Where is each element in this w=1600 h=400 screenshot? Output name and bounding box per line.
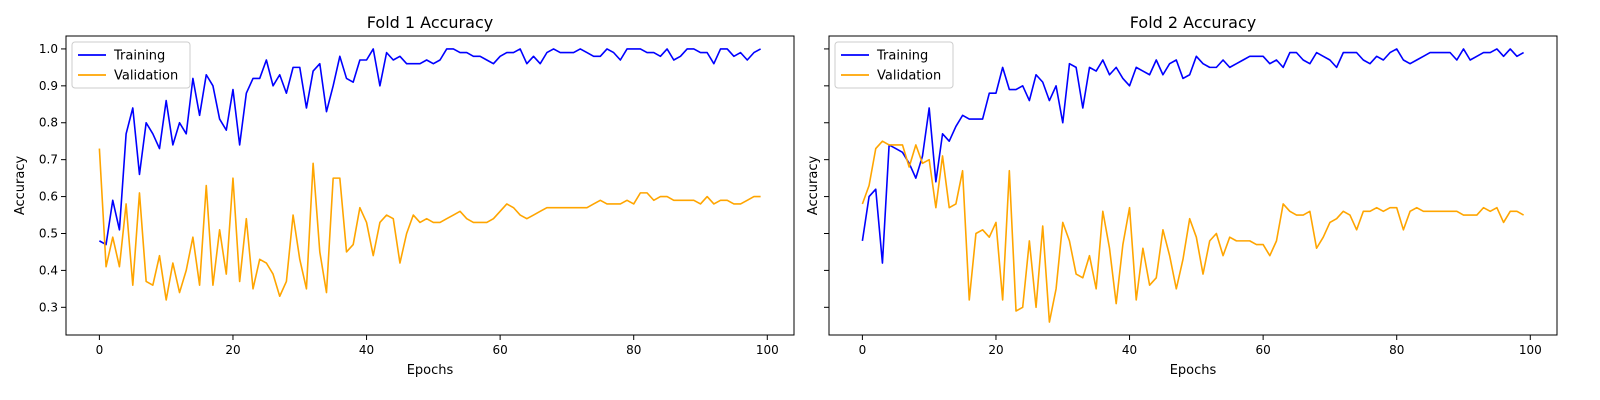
plot-frame (828, 35, 1558, 336)
y-tick-label: 0.6 (39, 190, 58, 204)
y-tick-label: 1.0 (39, 42, 58, 56)
x-axis-label: Epochs (1170, 363, 1217, 378)
legend-box (834, 41, 954, 89)
series-line-validation (861, 140, 1524, 323)
legend-label: Training (113, 49, 165, 64)
series-line-training (861, 48, 1524, 264)
x-tick-label: 40 (1122, 343, 1137, 357)
y-tick-label: 0.5 (39, 226, 58, 240)
legend: Training Validation (71, 41, 191, 89)
x-tick-label: 20 (988, 343, 1003, 357)
chart-title: Fold 2 Accuracy (1130, 13, 1256, 32)
chart-title: Fold 1 Accuracy (367, 13, 493, 32)
fold-1-accuracy-chart: Fold 1 Accuracy 0 20 40 60 80 100 0.3 0.4 0.5 0.6 0… (13, 13, 795, 378)
x-tick-label: 80 (1389, 343, 1404, 357)
y-tick-label: 0.8 (39, 116, 58, 130)
x-tick-label: 100 (1519, 343, 1542, 357)
legend: Training Validation (834, 41, 954, 89)
x-tick-label: 0 (859, 343, 867, 357)
legend-label: Validation (114, 69, 178, 84)
y-axis-label: Accuracy (13, 156, 28, 216)
y-tick-label: 0.7 (39, 153, 58, 167)
x-tick-label: 100 (756, 343, 779, 357)
legend-label: Validation (877, 69, 941, 84)
x-tick-label: 20 (225, 343, 240, 357)
y-axis-label: Accuracy (806, 156, 821, 216)
x-tick-label: 60 (1255, 343, 1270, 357)
legend-box (71, 41, 191, 89)
y-tick-label: 0.4 (39, 263, 58, 277)
series-line-validation (98, 148, 761, 301)
x-tick-label: 80 (626, 343, 641, 357)
y-tick-label: 0.3 (39, 300, 58, 314)
x-tick-label: 60 (492, 343, 507, 357)
x-tick-label: 0 (96, 343, 104, 357)
series-line-training (99, 48, 761, 246)
plot-frame (65, 35, 795, 336)
x-axis-label: Epochs (407, 363, 454, 378)
y-tick-label: 0.9 (39, 79, 58, 93)
legend-label: Training (876, 49, 928, 64)
x-tick-label: 40 (359, 343, 374, 357)
fold-2-accuracy-chart: Fold 2 Accuracy 0 20 40 60 80 100 Epochs Accurac… (806, 13, 1558, 378)
